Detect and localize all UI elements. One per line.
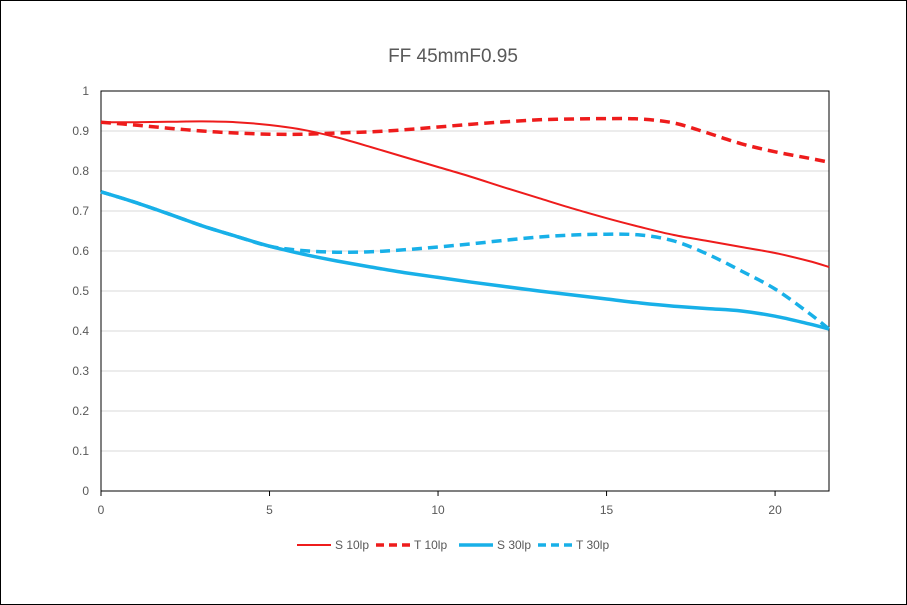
y-tick-label: 1 (82, 84, 89, 98)
legend-label: T 10lp (414, 538, 447, 552)
x-axis-ticks: 0 5 10 15 20 (98, 491, 782, 517)
x-tick-label: 15 (600, 503, 614, 517)
legend: S 10lp T 10lp S 30lp T 30lp (297, 538, 609, 552)
y-tick-label: 0.1 (72, 444, 89, 458)
legend-item: S 10lp (297, 538, 369, 552)
legend-item: T 30lp (538, 538, 609, 552)
legend-label: S 10lp (335, 538, 369, 552)
y-tick-label: 0.6 (72, 244, 89, 258)
series-line-t-10lp (100, 116, 830, 164)
legend-item: T 10lp (376, 538, 447, 552)
series-line-t-30lp (100, 190, 831, 331)
series-lines (100, 116, 831, 331)
y-tick-label: 0.8 (72, 164, 89, 178)
y-tick-label: 0.5 (72, 284, 89, 298)
y-axis-ticks: 0 0.1 0.2 0.3 0.4 0.5 0.6 0.7 0.8 0.9 1 (72, 84, 89, 498)
grid-lines (101, 130, 829, 452)
y-tick-label: 0.7 (72, 204, 89, 218)
y-tick-label: 0 (82, 484, 89, 498)
chart-title: FF 45mmF0.95 (388, 46, 518, 67)
y-tick-label: 0.2 (72, 404, 89, 418)
x-tick-label: 10 (431, 503, 445, 517)
y-tick-label: 0.4 (72, 324, 89, 338)
x-tick-label: 5 (266, 503, 273, 517)
y-tick-label: 0.9 (72, 124, 89, 138)
legend-label: S 30lp (497, 538, 531, 552)
legend-label: T 30lp (576, 538, 609, 552)
series-line-s-10lp (100, 120, 830, 268)
y-tick-label: 0.3 (72, 364, 89, 378)
legend-item: S 30lp (459, 538, 531, 552)
x-tick-label: 0 (98, 503, 105, 517)
plot-area (100, 90, 830, 492)
x-tick-label: 20 (768, 503, 782, 517)
